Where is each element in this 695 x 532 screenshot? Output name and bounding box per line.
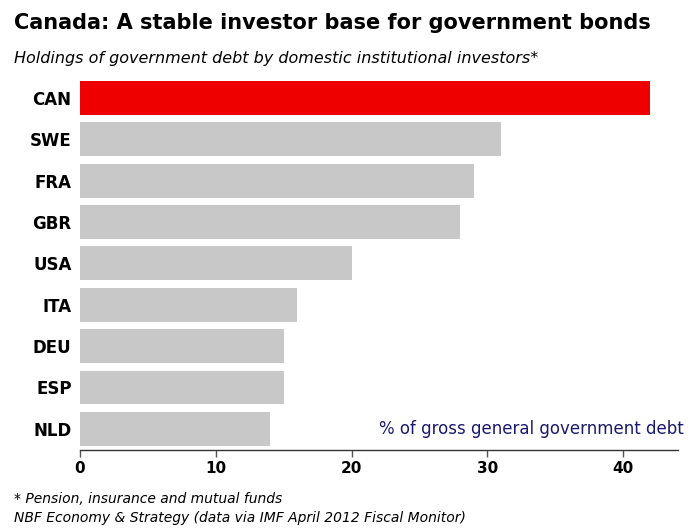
Text: * Pension, insurance and mutual funds: * Pension, insurance and mutual funds	[14, 492, 282, 506]
Bar	[80, 412, 270, 446]
Bar	[80, 205, 460, 239]
Bar	[80, 370, 284, 404]
Text: % of gross general government debt: % of gross general government debt	[379, 420, 683, 438]
Bar	[80, 81, 651, 115]
Bar	[80, 288, 297, 322]
Text: Holdings of government debt by domestic institutional investors*: Holdings of government debt by domestic …	[14, 51, 538, 65]
Bar	[80, 329, 284, 363]
Bar	[80, 246, 352, 280]
Bar	[80, 164, 474, 197]
Text: Canada: A stable investor base for government bonds: Canada: A stable investor base for gover…	[14, 13, 651, 34]
Bar	[80, 122, 501, 156]
Text: NBF Economy & Strategy (data via IMF April 2012 Fiscal Monitor): NBF Economy & Strategy (data via IMF Apr…	[14, 511, 466, 525]
